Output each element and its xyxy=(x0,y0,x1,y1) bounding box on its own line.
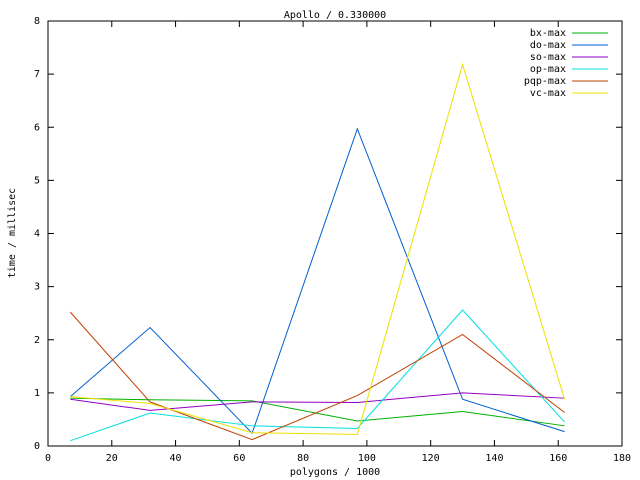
y-tick-label: 8 xyxy=(34,16,40,27)
y-tick-label: 0 xyxy=(34,441,40,452)
x-tick-label: 120 xyxy=(422,453,440,464)
y-tick-label: 3 xyxy=(34,282,40,293)
y-tick-label: 2 xyxy=(34,335,40,346)
series-line xyxy=(70,309,565,442)
x-tick-label: 160 xyxy=(549,453,567,464)
y-tick-label: 5 xyxy=(34,175,40,186)
y-tick-label: 4 xyxy=(34,229,40,240)
legend-label: do-max xyxy=(530,40,566,51)
x-tick-label: 140 xyxy=(485,453,503,464)
x-tick-label: 80 xyxy=(297,453,309,464)
series-line xyxy=(69,127,565,435)
legend-label: vc-max xyxy=(530,88,566,99)
series-line xyxy=(70,392,565,411)
legend-label: bx-max xyxy=(530,28,566,39)
legend-label: op-max xyxy=(530,64,566,75)
series-line xyxy=(70,62,566,435)
x-tick-label: 40 xyxy=(170,453,182,464)
x-tick-label: 0 xyxy=(45,453,51,464)
x-axis-label: polygons / 1000 xyxy=(290,467,380,478)
series-line xyxy=(69,311,565,441)
x-tick-label: 60 xyxy=(233,453,245,464)
x-tick-label: 180 xyxy=(613,453,631,464)
y-tick-label: 7 xyxy=(34,69,40,80)
legend-label: so-max xyxy=(530,52,566,63)
x-tick-label: 20 xyxy=(106,453,118,464)
y-axis-label: time / millisec xyxy=(7,188,18,278)
series-line xyxy=(70,397,565,427)
legend-label: pqp-max xyxy=(524,76,566,87)
x-tick-label: 100 xyxy=(358,453,376,464)
y-tick-label: 1 xyxy=(34,388,40,399)
y-tick-label: 6 xyxy=(34,122,40,133)
chart-title: Apollo / 0.330000 xyxy=(284,10,386,21)
